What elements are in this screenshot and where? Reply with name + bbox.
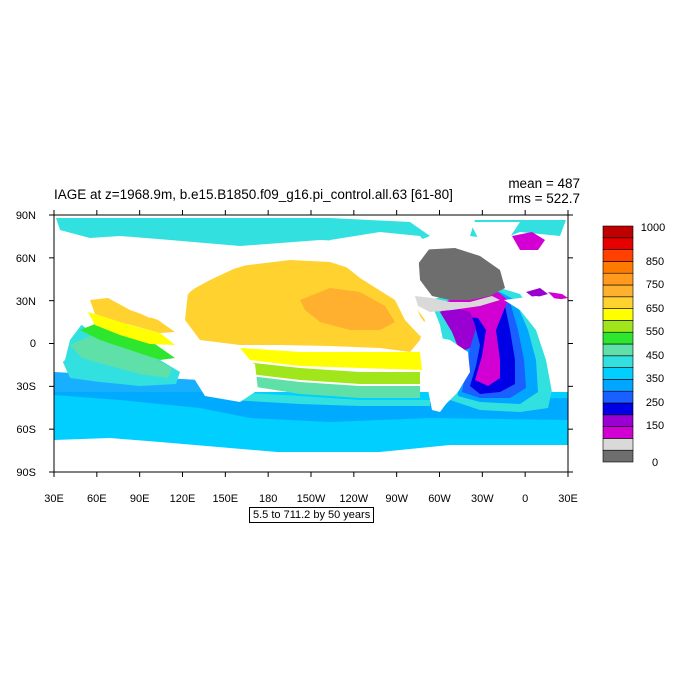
lon-label: 150E: [212, 493, 238, 505]
land-australia: [190, 354, 258, 402]
plot-title: IAGE at z=1968.9m, b.e15.B1850.f09_g16.p…: [54, 187, 453, 202]
colorbar-label: 1000: [641, 222, 665, 234]
colorbar-box: [602, 225, 634, 239]
colorbar-label: 0: [652, 457, 658, 469]
lat-label: 30S: [16, 381, 36, 393]
lon-label: 90E: [130, 493, 150, 505]
map-panel: [49, 210, 573, 477]
lon-label: 60W: [428, 493, 451, 505]
colorbar-label: 250: [646, 397, 664, 409]
land-north-america: [330, 232, 430, 336]
land-europe-africa: [504, 296, 568, 392]
colorbar-box: [602, 402, 634, 416]
colorbar-box: [602, 449, 634, 463]
land-mask: [54, 222, 568, 472]
lon-label: 30W: [471, 493, 494, 505]
north-atlantic-grey: [418, 248, 505, 300]
colorbar-box: [602, 379, 634, 392]
colorbar-box: [602, 426, 634, 439]
lon-labels: 30E 60E 90E 120E 150E 180 150W 120W 90W …: [44, 493, 578, 505]
colorbar-label: 450: [646, 350, 664, 362]
lat-tick-marks: [49, 214, 573, 473]
colorbar-label: 350: [646, 373, 664, 385]
colorbar-box: [602, 320, 634, 333]
lon-label: 120W: [339, 493, 368, 505]
lat-label: 0: [30, 338, 36, 350]
lat-label: 90N: [16, 210, 36, 222]
lon-label: 30E: [44, 493, 64, 505]
lon-label: 90W: [385, 493, 408, 505]
colorbar-box: [602, 261, 634, 274]
lat-label: 90S: [16, 467, 36, 479]
colorbar-box: [602, 367, 634, 380]
lon-tick-marks: [53, 210, 569, 477]
lon-label: 180: [259, 493, 277, 505]
colorbar-box: [602, 355, 634, 368]
atlantic-core: [430, 292, 508, 386]
land-greenland: [470, 222, 520, 246]
colorbar: [602, 225, 634, 463]
land-africa: [54, 300, 85, 370]
colorbar-label: 650: [646, 303, 664, 315]
colorbar-label: 550: [646, 326, 664, 338]
lat-label: 30N: [16, 296, 36, 308]
lat-label: 60N: [16, 253, 36, 265]
colorbar-label: 850: [646, 256, 664, 268]
colorbar-box: [602, 308, 634, 321]
lon-label: 30E: [558, 493, 578, 505]
lat-label: 60S: [16, 424, 36, 436]
land-south-america: [424, 336, 470, 412]
colorbar-box: [602, 272, 634, 286]
colorbar-box: [602, 390, 634, 404]
lon-label: 120E: [170, 493, 196, 505]
colorbar-box: [602, 296, 634, 309]
rms-stat: rms = 522.7: [508, 191, 580, 206]
colorbar-box: [602, 343, 634, 357]
colorbar-labels: 1000 850 750 650 550 450 350 250 150 0: [641, 222, 665, 469]
lat-labels: 90N 60N 30N 0 30S 60S 90S: [16, 210, 36, 479]
land-antarctica: [54, 452, 568, 472]
contour-range-label: 5.5 to 711.2 by 50 years: [249, 507, 375, 523]
lon-label: 60E: [87, 493, 107, 505]
land-eurasia: [54, 242, 270, 318]
colorbar-label: 150: [646, 420, 664, 432]
colorbar-box: [602, 331, 634, 345]
colorbar-box: [602, 237, 634, 250]
pacific-core: [300, 288, 395, 330]
colorbar-box: [602, 284, 634, 298]
colorbar-label: 750: [646, 279, 664, 291]
lon-label: 150W: [297, 493, 326, 505]
mean-stat: mean = 487: [508, 176, 580, 191]
lon-label: 0: [522, 493, 528, 505]
colorbar-box: [602, 438, 634, 451]
colorbar-box: [602, 249, 634, 262]
colorbar-box: [602, 414, 634, 427]
